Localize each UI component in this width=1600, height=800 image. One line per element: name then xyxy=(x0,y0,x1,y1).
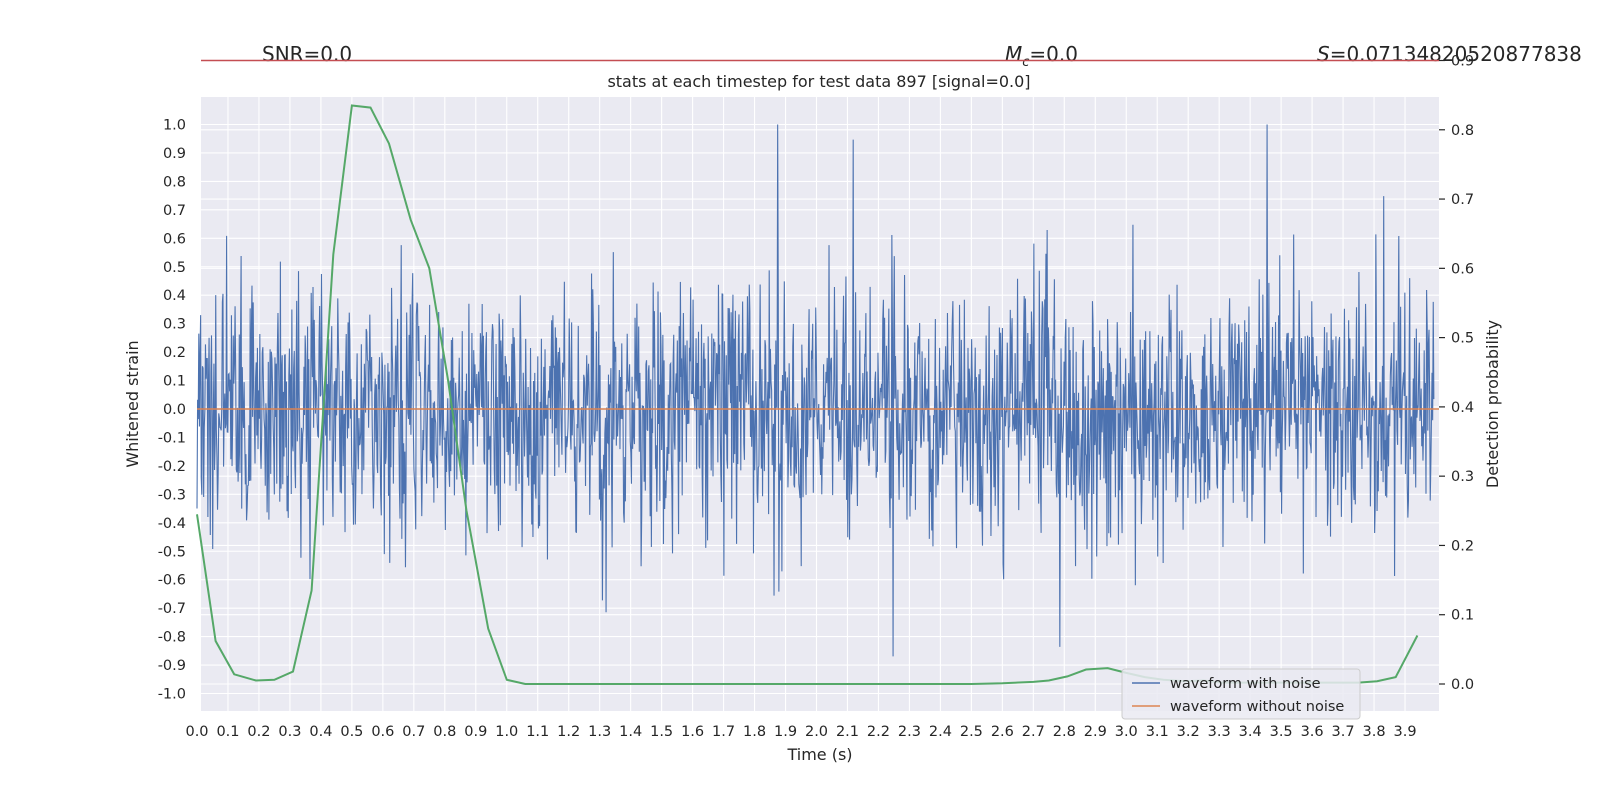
y-tick-label: 0.0 xyxy=(163,402,186,418)
x-tick-label: 1.7 xyxy=(712,724,735,740)
x-tick-label: 0.0 xyxy=(185,724,208,740)
y-axis-label: Whitened strain xyxy=(123,340,142,467)
y2-tick-label: 0.1 xyxy=(1451,608,1474,624)
y-tick-label: 0.6 xyxy=(163,231,186,247)
y-tick-label: -0.7 xyxy=(158,601,186,617)
x-tick-label: 3.3 xyxy=(1208,724,1231,740)
y2-tick-label: 0.6 xyxy=(1451,261,1474,277)
y2-tick-label: 0.8 xyxy=(1451,123,1474,139)
y2-tick-label: 0.5 xyxy=(1451,331,1474,347)
x-tick-label: 2.6 xyxy=(991,724,1014,740)
legend-box xyxy=(1121,668,1361,720)
x-tick-labels: 0.0 0.1 0.2 0.3 0.4 0.5 0.6 0.7 0.8 0.9 1.0 1.1 1.2 1… xyxy=(185,724,1416,740)
y-tick-label: -1.0 xyxy=(158,687,186,703)
x-tick-label: 0.3 xyxy=(278,724,301,740)
legend-label-noise: waveform with noise xyxy=(1170,676,1321,692)
x-tick-label: 2.0 xyxy=(805,724,828,740)
score-label: S=0.07134820520877838 xyxy=(1317,42,1582,66)
y-tick-label: -0.1 xyxy=(158,430,186,446)
x-tick-label: 2.2 xyxy=(867,724,890,740)
x-tick-label: 1.1 xyxy=(526,724,549,740)
legend-label-clean: waveform without noise xyxy=(1170,699,1344,715)
x-tick-label: 1.3 xyxy=(588,724,611,740)
y-tick-label: 0.7 xyxy=(163,203,186,219)
y2-tick-label: 0.2 xyxy=(1451,538,1474,554)
y-tick-label: 1.0 xyxy=(163,118,186,134)
x-tick-label: 1.0 xyxy=(495,724,518,740)
y-tick-label: 0.9 xyxy=(163,146,186,162)
y2-tick-label: 0.9 xyxy=(1451,54,1474,70)
y-tick-labels: 1.0 0.9 0.8 0.7 0.6 0.5 0.4 0.3 0.2 0.1 0.0 -0.1 -0.… xyxy=(158,118,186,703)
y2-axis-label: Detection probability xyxy=(1483,320,1502,488)
chart-title: stats at each timestep for test data 897… xyxy=(607,72,1030,91)
x-tick-label: 2.8 xyxy=(1053,724,1076,740)
legend: waveform with noise waveform without noi… xyxy=(1121,668,1361,720)
y2-tick-label: 0.4 xyxy=(1451,400,1474,416)
grid-lines xyxy=(196,59,1439,711)
y-tick-label: 0.1 xyxy=(163,374,186,390)
x-axis-label: Time (s) xyxy=(786,745,852,764)
x-tick-label: 3.5 xyxy=(1270,724,1293,740)
x-tick-label: 1.2 xyxy=(557,724,580,740)
snr-label: SNR=0.0 xyxy=(262,42,352,66)
x-tick-label: 0.1 xyxy=(216,724,239,740)
x-tick-label: 3.6 xyxy=(1301,724,1324,740)
y-tick-label: -0.5 xyxy=(158,544,186,560)
y-tick-label: -0.2 xyxy=(158,459,186,475)
y2-tick-label: 0.0 xyxy=(1451,677,1474,693)
x-tick-label: 1.4 xyxy=(619,724,642,740)
x-tick-label: 0.8 xyxy=(433,724,456,740)
y-tick-label: 0.8 xyxy=(163,174,186,190)
y-tick-label: 0.3 xyxy=(163,317,186,333)
x-tick-label: 3.8 xyxy=(1363,724,1386,740)
x-tick-label: 0.2 xyxy=(247,724,270,740)
chirp-mass-label: Mc=0.0 xyxy=(1005,42,1078,70)
y2-tick-label: 0.7 xyxy=(1451,192,1474,208)
x-tick-label: 0.5 xyxy=(340,724,363,740)
y-tick-label: -0.6 xyxy=(158,573,186,589)
x-tick-label: 0.9 xyxy=(464,724,487,740)
y-tick-label: 0.4 xyxy=(163,288,186,304)
x-tick-label: 0.6 xyxy=(371,724,394,740)
y-tick-label: -0.3 xyxy=(158,487,186,503)
x-tick-label: 2.4 xyxy=(929,724,952,740)
x-tick-label: 1.6 xyxy=(681,724,704,740)
x-tick-label: 1.5 xyxy=(650,724,673,740)
x-tick-label: 3.2 xyxy=(1177,724,1200,740)
x-tick-label: 3.7 xyxy=(1332,724,1355,740)
chirp-mass-symbol: M xyxy=(1005,42,1022,66)
y-tick-label: -0.9 xyxy=(158,658,186,674)
chirp-mass-subscript: c xyxy=(1022,55,1029,70)
x-tick-label: 3.9 xyxy=(1393,724,1416,740)
x-tick-label: 1.8 xyxy=(743,724,766,740)
score-value: =0.07134820520877838 xyxy=(1330,42,1582,66)
x-tick-label: 1.9 xyxy=(774,724,797,740)
y-tick-label: -0.8 xyxy=(158,630,186,646)
y2-tick-labels: 0.9 0.8 0.7 0.6 0.5 0.4 0.3 0.2 0.1 0.0 xyxy=(1439,54,1474,693)
x-tick-label: 3.4 xyxy=(1239,724,1262,740)
x-tick-label: 3.0 xyxy=(1115,724,1138,740)
y-tick-label: 0.5 xyxy=(163,260,186,276)
y-tick-label: -0.4 xyxy=(158,516,186,532)
x-tick-label: 2.7 xyxy=(1022,724,1045,740)
x-tick-label: 2.9 xyxy=(1084,724,1107,740)
chirp-mass-value: =0.0 xyxy=(1029,42,1078,66)
x-tick-label: 2.1 xyxy=(836,724,859,740)
y2-tick-label: 0.3 xyxy=(1451,469,1474,485)
score-symbol: S xyxy=(1317,42,1330,66)
x-tick-label: 0.4 xyxy=(309,724,332,740)
x-tick-label: 0.7 xyxy=(402,724,425,740)
x-tick-label: 2.3 xyxy=(898,724,921,740)
x-tick-label: 3.1 xyxy=(1146,724,1169,740)
y-tick-label: 0.2 xyxy=(163,345,186,361)
x-tick-label: 2.5 xyxy=(960,724,983,740)
noise-waveform-series xyxy=(196,124,1435,657)
noise-waveform-line xyxy=(196,124,1435,657)
